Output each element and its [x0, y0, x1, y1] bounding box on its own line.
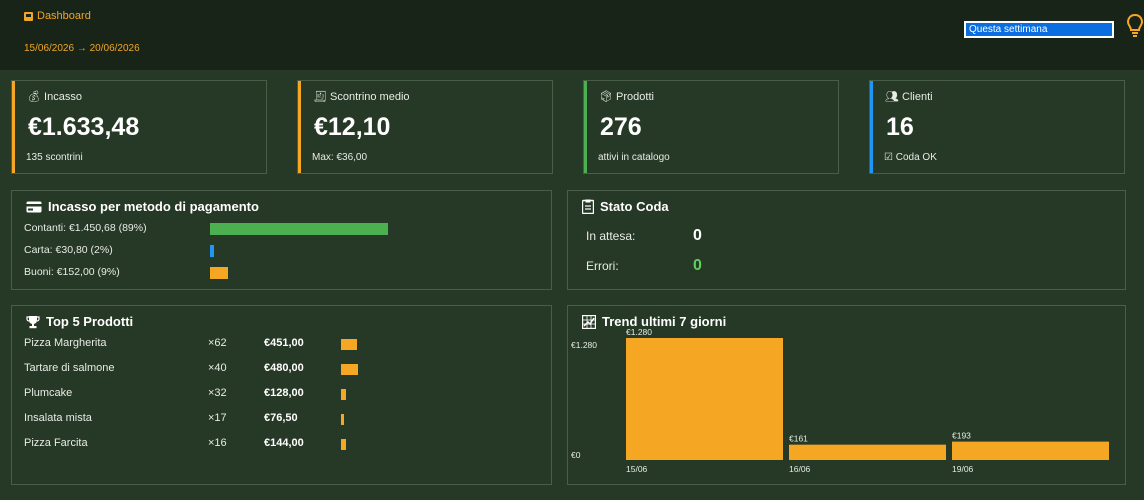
bar-value-label: €1.280 — [626, 327, 652, 337]
product-qty: ×16 — [208, 437, 227, 449]
people-icon: 👥︎ — [885, 91, 899, 103]
product-qty: ×17 — [208, 412, 227, 424]
payments-panel: Incasso per metodo di pagamento Contanti… — [11, 190, 552, 290]
kpi-card-clienti: 👥︎ Clienti 16 ☑ Coda OK — [869, 80, 1125, 174]
kpi-value: 16 — [886, 113, 914, 141]
product-bar — [341, 439, 346, 450]
clipboard-icon — [582, 199, 594, 214]
payment-row-label: Carta: €30,80 (2%) — [24, 244, 113, 256]
kpi-value: 276 — [600, 113, 642, 141]
kpi-label: 👥︎ Clienti — [885, 90, 933, 103]
money-bag-icon: 💰︎ — [27, 91, 41, 103]
queue-title: Stato Coda — [582, 199, 669, 214]
queue-waiting-value: 0 — [693, 227, 702, 244]
trend-title-text: Trend ultimi 7 giorni — [602, 314, 727, 329]
payment-bar-carta — [210, 245, 214, 257]
period-select[interactable]: Questa settimana — [964, 21, 1114, 38]
product-qty: ×62 — [208, 337, 227, 349]
product-amount: €144,00 — [264, 437, 304, 449]
receipt-icon: 🧾︎ — [313, 91, 327, 103]
top-products-panel: Top 5 Prodotti Pizza Margherita ×62 €451,0… — [11, 305, 552, 485]
kpi-sub: attivi in catalogo — [598, 152, 670, 163]
product-name: Plumcake — [24, 387, 73, 399]
kpi-label-text: Prodotti — [616, 91, 654, 103]
x-tick-label: 16/06 — [789, 464, 811, 474]
chart-icon — [582, 314, 596, 329]
payment-row-label: Buoni: €152,00 (9%) — [24, 266, 120, 278]
kpi-accent-bar — [12, 81, 15, 173]
bar-value-label: €193 — [952, 431, 971, 441]
kpi-accent-bar — [584, 81, 587, 173]
y-tick-label: €0 — [571, 450, 581, 460]
x-tick-label: 19/06 — [952, 464, 974, 474]
payment-bar-contanti — [210, 223, 388, 235]
date-range: 15/06/2026 → 20/06/2026 — [24, 43, 140, 54]
queue-errors-value: 0 — [693, 257, 702, 274]
product-bar — [341, 414, 344, 425]
trend-bar — [789, 444, 946, 460]
product-bar — [341, 364, 358, 375]
trend-title: Trend ultimi 7 giorni — [582, 314, 726, 329]
bar-value-label: €161 — [789, 434, 808, 444]
product-amount: €480,00 — [264, 362, 304, 374]
payment-row-label: Contanti: €1.450,68 (89%) — [24, 222, 147, 234]
app-title: Dashboard — [24, 10, 91, 22]
kpi-label-text: Clienti — [902, 91, 933, 103]
queue-title-text: Stato Coda — [600, 199, 669, 214]
kpi-card-scontrino-medio: 🧾︎ Scontrino medio €12,10 Max: €36,00 — [297, 80, 553, 174]
product-qty: ×32 — [208, 387, 227, 399]
app-title-label: Dashboard — [37, 10, 91, 22]
kpi-value: €12,10 — [314, 113, 391, 141]
header-bar: Dashboard 15/06/2026 → 20/06/2026 Questa… — [0, 0, 1144, 70]
payment-bar-buoni — [210, 267, 228, 279]
queue-waiting-label: In attesa: — [586, 229, 636, 243]
kpi-label: 💰︎ Incasso — [27, 90, 82, 103]
x-tick-label: 15/06 — [626, 464, 648, 474]
product-amount: €76,50 — [264, 412, 298, 424]
product-amount: €128,00 — [264, 387, 304, 399]
product-bar — [341, 389, 346, 400]
product-amount: €451,00 — [264, 337, 304, 349]
kpi-accent-bar — [298, 81, 301, 173]
trend-chart: €1.280 €0 €1.280 15/06 €161 16/06 €193 19/06 — [571, 327, 1109, 474]
trend-bar — [626, 338, 783, 460]
kpi-sub: 135 scontrini — [26, 152, 83, 163]
kpi-value: €1.633,48 — [28, 113, 140, 141]
trend-bar — [952, 441, 1109, 460]
product-name: Tartare di salmone — [24, 362, 115, 374]
kpi-label-text: Incasso — [44, 91, 82, 103]
kpi-sub-text: Coda OK — [895, 152, 937, 163]
product-qty: ×40 — [208, 362, 227, 374]
top-products-title-text: Top 5 Prodotti — [46, 314, 134, 329]
kpi-sub: Max: €36,00 — [312, 152, 368, 163]
credit-card-icon — [26, 201, 42, 212]
y-tick-label: €1.280 — [571, 340, 597, 350]
package-icon: 📦︎ — [599, 91, 613, 103]
queue-errors-label: Errori: — [586, 259, 619, 273]
kpi-card-prodotti: 📦︎ Prodotti 276 attivi in catalogo — [583, 80, 839, 174]
dashboard-icon — [24, 11, 33, 21]
kpi-card-incasso: 💰︎ Incasso €1.633,48 135 scontrini — [11, 80, 267, 174]
trend-panel: Trend ultimi 7 giorni €1.280 €0 €1.280 15/0… — [567, 305, 1126, 485]
top-products-title: Top 5 Prodotti — [26, 314, 133, 329]
product-name: Pizza Margherita — [24, 337, 107, 349]
kpi-label: 📦︎ Prodotti — [599, 90, 654, 103]
payments-title: Incasso per metodo di pagamento — [26, 199, 259, 214]
queue-panel: Stato Coda In attesa: 0 Errori: 0 — [567, 190, 1126, 290]
kpi-accent-bar — [870, 81, 873, 173]
trophy-icon — [26, 315, 40, 328]
payments-title-text: Incasso per metodo di pagamento — [48, 199, 259, 214]
lightbulb-icon[interactable] — [1126, 12, 1144, 40]
checkbox-icon: ☑ — [884, 152, 893, 163]
kpi-label: 🧾︎ Scontrino medio — [313, 90, 410, 103]
kpi-label-text: Scontrino medio — [330, 91, 410, 103]
kpi-sub: ☑ Coda OK — [884, 152, 937, 163]
product-bar — [341, 339, 357, 350]
product-name: Insalata mista — [24, 412, 92, 424]
product-name: Pizza Farcita — [24, 437, 88, 449]
